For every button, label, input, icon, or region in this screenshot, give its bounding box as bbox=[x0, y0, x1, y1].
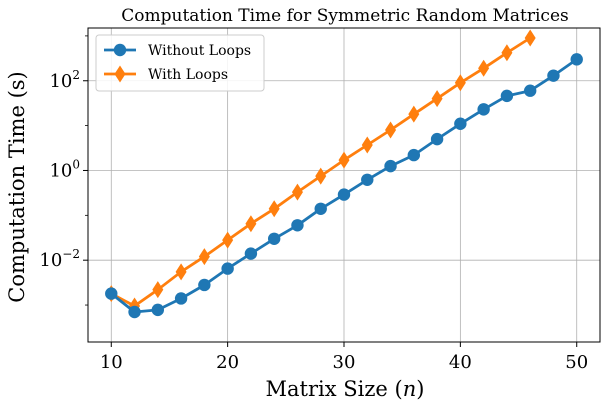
data-point-without-loops bbox=[221, 262, 234, 275]
data-point-without-loops bbox=[454, 117, 467, 130]
data-point-with-loops bbox=[315, 167, 327, 185]
x-tick-label: 20 bbox=[216, 352, 239, 373]
data-point-with-loops bbox=[222, 231, 234, 249]
data-point-with-loops bbox=[408, 105, 420, 123]
x-tick-label: 30 bbox=[333, 352, 356, 373]
data-point-without-loops bbox=[174, 292, 188, 305]
y-tick-label: 100 bbox=[49, 157, 80, 181]
data-point-with-loops bbox=[501, 44, 513, 62]
legend-swatch-marker bbox=[113, 43, 127, 57]
data-point-without-loops bbox=[500, 89, 514, 103]
data-point-without-loops bbox=[570, 53, 583, 66]
data-point-with-loops bbox=[454, 74, 466, 92]
y-axis-label: Computation Time (s) bbox=[5, 71, 29, 302]
data-point-without-loops bbox=[337, 188, 351, 201]
data-point-with-loops bbox=[245, 215, 257, 233]
data-point-with-loops bbox=[478, 59, 490, 77]
x-tick-label: 40 bbox=[449, 352, 472, 373]
data-point-with-loops bbox=[431, 90, 443, 108]
data-point-without-loops bbox=[128, 305, 141, 319]
legend-box bbox=[95, 34, 265, 92]
data-point-without-loops bbox=[151, 303, 165, 317]
data-point-without-loops bbox=[407, 148, 421, 162]
data-point-without-loops bbox=[430, 132, 444, 146]
x-axis-label: Matrix Size (n) bbox=[266, 377, 425, 401]
legend-item-with-loops: With Loops bbox=[104, 65, 228, 83]
legend-swatch-marker bbox=[114, 65, 126, 83]
data-point-without-loops bbox=[291, 219, 304, 232]
data-point-with-loops bbox=[361, 136, 373, 154]
data-point-without-loops bbox=[477, 103, 490, 116]
x-tick-label: 50 bbox=[565, 352, 588, 373]
data-point-with-loops bbox=[385, 121, 397, 139]
data-point-with-loops bbox=[291, 183, 303, 201]
data-point-with-loops bbox=[152, 281, 164, 299]
data-point-with-loops bbox=[175, 263, 187, 281]
y-axis: 10−2 100 102 bbox=[39, 35, 88, 306]
y-tick-label: 10−2 bbox=[39, 247, 80, 271]
data-point-without-loops bbox=[384, 159, 397, 173]
y-tick-label: 102 bbox=[49, 68, 80, 92]
x-tick-label: 10 bbox=[100, 352, 123, 373]
x-axis: 10 20 30 40 50 bbox=[100, 342, 588, 373]
data-point-without-loops bbox=[267, 232, 281, 245]
data-point-without-loops bbox=[198, 278, 211, 292]
legend: Without Loops With Loops bbox=[95, 34, 265, 92]
legend-label: Without Loops bbox=[148, 43, 251, 59]
legend-label: With Loops bbox=[148, 67, 228, 83]
data-point-without-loops bbox=[244, 247, 258, 260]
data-point-without-loops bbox=[523, 84, 537, 97]
data-point-with-loops bbox=[524, 29, 536, 47]
data-point-without-loops bbox=[361, 173, 374, 186]
legend-item-without-loops: Without Loops bbox=[104, 43, 251, 59]
data-point-without-loops bbox=[547, 69, 560, 82]
data-point-with-loops bbox=[198, 248, 210, 266]
data-point-without-loops bbox=[105, 287, 118, 300]
chart-title: Computation Time for Symmetric Random Ma… bbox=[121, 6, 568, 26]
series-group bbox=[105, 29, 583, 319]
data-point-with-loops bbox=[268, 200, 280, 218]
data-point-without-loops bbox=[314, 202, 327, 215]
data-point-with-loops bbox=[338, 151, 350, 169]
series-without-loops bbox=[105, 53, 583, 319]
